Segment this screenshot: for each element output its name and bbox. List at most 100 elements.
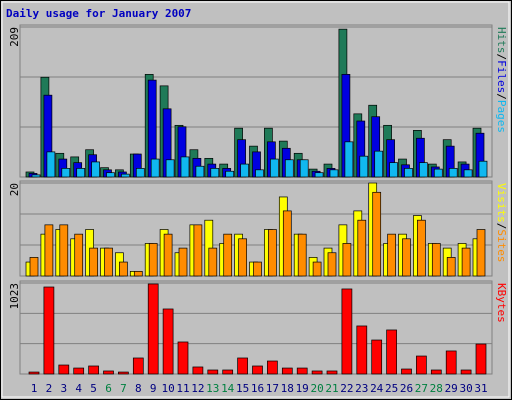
bar <box>74 233 84 277</box>
bar <box>476 229 486 277</box>
bar <box>222 369 234 375</box>
bar <box>103 370 114 375</box>
x-tick-label: 22 <box>340 382 353 395</box>
bar <box>327 252 337 277</box>
x-tick-label: 5 <box>90 382 97 395</box>
legend-entry: Files <box>495 60 508 93</box>
legend-separator: / <box>495 223 508 230</box>
bar <box>192 366 204 375</box>
bar <box>150 158 160 178</box>
bar <box>478 160 488 178</box>
bar <box>252 365 263 375</box>
bar <box>43 286 55 375</box>
bar <box>282 210 292 277</box>
bar <box>341 288 353 375</box>
bar <box>475 343 487 375</box>
bar <box>419 162 428 178</box>
bar <box>147 283 159 375</box>
bar <box>118 371 129 375</box>
x-tick-label: 24 <box>370 382 384 395</box>
bar <box>460 369 472 375</box>
bar <box>121 173 130 178</box>
bar <box>31 174 41 178</box>
bar <box>255 169 264 178</box>
bar <box>296 367 308 375</box>
x-tick-label: 28 <box>430 382 443 395</box>
y-tick-label: 20 <box>8 183 21 196</box>
x-tick-label: 8 <box>135 382 142 395</box>
bar <box>135 168 145 178</box>
bar <box>329 169 339 178</box>
bar <box>311 370 323 375</box>
x-tick-label: 29 <box>445 382 458 395</box>
x-tick-label: 14 <box>221 382 235 395</box>
bar <box>89 247 98 277</box>
bar <box>193 224 203 277</box>
x-tick-label: 12 <box>191 382 204 395</box>
bar <box>372 191 382 277</box>
bar <box>326 370 338 375</box>
bar <box>180 156 190 178</box>
bar <box>28 371 40 375</box>
bar <box>297 233 307 277</box>
bar <box>237 357 248 375</box>
x-tick-label: 20 <box>310 382 323 395</box>
bar <box>430 369 442 375</box>
bar <box>253 261 262 277</box>
x-tick-label: 9 <box>150 382 157 395</box>
bar <box>223 233 233 277</box>
bar <box>387 233 396 277</box>
bar <box>61 168 71 178</box>
bar <box>195 165 205 178</box>
x-tick-label: 2 <box>46 382 53 395</box>
bar <box>389 162 398 178</box>
bar <box>416 355 427 375</box>
x-tick-label: 17 <box>266 382 279 395</box>
bar <box>268 229 277 277</box>
bar <box>104 247 113 277</box>
legend-entry: Pages <box>495 100 508 133</box>
bar <box>371 339 383 375</box>
bar <box>270 158 279 178</box>
bar <box>91 161 100 178</box>
bar <box>374 150 384 178</box>
bar <box>386 329 397 375</box>
x-tick-label: 11 <box>176 382 189 395</box>
bar <box>46 151 56 178</box>
bar <box>76 168 86 178</box>
x-tick-label: 7 <box>120 382 127 395</box>
x-tick-label: 6 <box>105 382 112 395</box>
x-tick-label: 18 <box>281 382 294 395</box>
bar <box>238 238 247 277</box>
bar <box>312 261 322 277</box>
bar <box>162 308 174 375</box>
bar <box>417 219 426 277</box>
bar <box>58 364 70 375</box>
x-tick-label: 1 <box>31 382 38 395</box>
x-tick-label: 3 <box>60 382 67 395</box>
legend: KBytes <box>495 283 508 323</box>
bar <box>299 159 309 178</box>
bar <box>461 247 471 277</box>
legend-entry: KBytes <box>495 283 508 323</box>
bar <box>357 219 367 277</box>
y-tick-label: 1023 <box>8 283 21 310</box>
bar <box>433 168 443 178</box>
bar <box>463 169 473 178</box>
bar <box>342 243 352 277</box>
chart-title: Daily usage for January 2007 <box>6 7 191 20</box>
legend-separator: / <box>495 93 508 100</box>
x-tick-label: 10 <box>161 382 174 395</box>
plot-area <box>19 280 493 375</box>
bar <box>44 224 54 277</box>
bar <box>177 341 189 375</box>
x-tick-label: 4 <box>75 382 82 395</box>
bar <box>402 238 411 277</box>
bar <box>207 369 219 375</box>
bar <box>267 360 278 375</box>
bar <box>148 243 158 277</box>
bar <box>344 141 354 178</box>
x-tick-label: 31 <box>474 382 487 395</box>
